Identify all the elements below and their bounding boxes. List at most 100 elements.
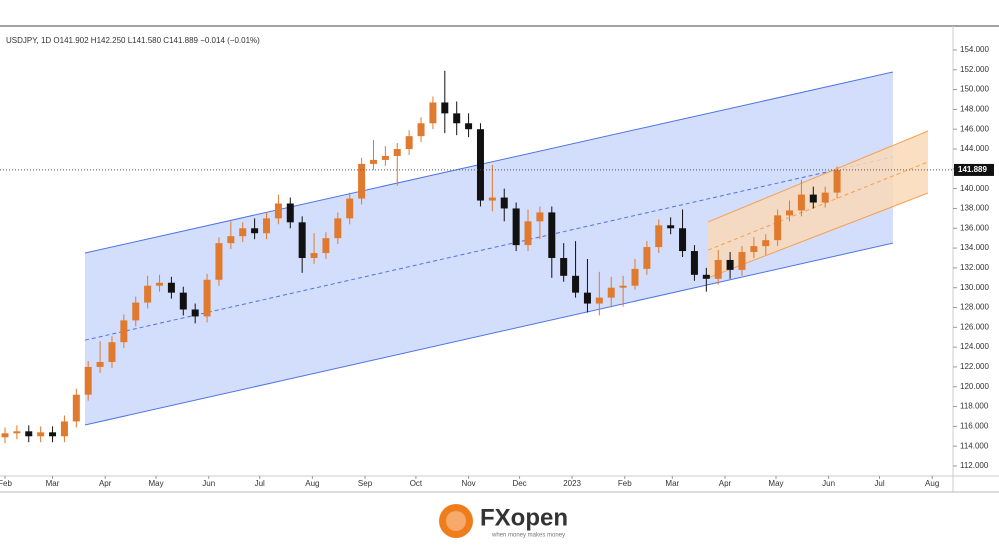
candle-body bbox=[655, 225, 663, 248]
candle-body bbox=[786, 210, 794, 216]
x-tick-label: Nov bbox=[461, 479, 475, 488]
candle-body bbox=[381, 155, 389, 160]
candle-body bbox=[548, 212, 556, 258]
candle-body bbox=[441, 102, 449, 114]
logo-icon-inner bbox=[446, 511, 466, 531]
candle-body bbox=[714, 259, 722, 279]
candle-body bbox=[286, 203, 294, 223]
candle-body bbox=[263, 218, 271, 234]
x-tick-label: Apr bbox=[719, 479, 732, 488]
candle-body bbox=[239, 228, 247, 237]
y-tick-label: 140.000 bbox=[960, 184, 989, 193]
candle-body bbox=[738, 252, 746, 270]
candle-body bbox=[690, 251, 698, 275]
candle-body bbox=[298, 222, 306, 258]
candle-body bbox=[60, 421, 68, 437]
x-tick-label: May bbox=[149, 479, 164, 488]
logo-icon bbox=[439, 504, 473, 538]
candle-body bbox=[797, 194, 805, 211]
x-tick-label: Jul bbox=[874, 479, 884, 488]
candle-body bbox=[643, 247, 651, 269]
candle-body bbox=[583, 292, 591, 304]
logo-tagline: when money makes money bbox=[491, 533, 565, 539]
candle-body bbox=[524, 221, 532, 246]
x-tick-label: Feb bbox=[0, 479, 12, 488]
y-tick-label: 120.000 bbox=[960, 382, 989, 391]
candle-body bbox=[750, 246, 758, 253]
y-tick-label: 152.000 bbox=[960, 65, 989, 74]
candle-body bbox=[821, 192, 829, 203]
candle-body bbox=[405, 136, 413, 150]
last-price-box bbox=[954, 163, 994, 176]
candle-body bbox=[191, 309, 199, 317]
candle-body bbox=[167, 282, 175, 293]
y-tick-label: 122.000 bbox=[960, 362, 989, 371]
candle-body bbox=[429, 102, 437, 124]
plot-area: 112.000 114.000 116.000 118.000 120.000 122.0… bbox=[0, 45, 994, 488]
candle-body bbox=[726, 259, 734, 270]
candle-body bbox=[488, 197, 496, 201]
channel-upper bbox=[84, 71, 894, 254]
y-tick-label: 112.000 bbox=[960, 461, 989, 470]
y-tick-label: 118.000 bbox=[960, 402, 989, 411]
candle-body bbox=[833, 169, 841, 193]
x-tick-label: Oct bbox=[410, 479, 423, 488]
x-tick-label: Mar bbox=[46, 479, 60, 488]
y-tick-label: 138.000 bbox=[960, 204, 989, 213]
y-tick-label: 132.000 bbox=[960, 263, 989, 272]
channel-mid bbox=[84, 156, 894, 341]
candle-body bbox=[215, 243, 223, 280]
x-tick-label: Jul bbox=[255, 479, 265, 488]
candle-body bbox=[512, 208, 520, 246]
x-tick-label: Dec bbox=[512, 479, 526, 488]
candle-body bbox=[572, 275, 580, 293]
symbol-header: USDJPY, 1D O141.902 H142.250 L141.580 C1… bbox=[6, 36, 260, 45]
channel-mid bbox=[707, 161, 929, 251]
y-tick-label: 144.000 bbox=[960, 144, 989, 153]
candle-body bbox=[144, 285, 152, 303]
candle-body bbox=[120, 320, 128, 343]
candle-body bbox=[179, 292, 187, 310]
x-tick-label: Apr bbox=[99, 479, 112, 488]
candle-body bbox=[203, 279, 211, 317]
candle-body bbox=[274, 203, 282, 219]
candle-body bbox=[37, 432, 45, 437]
candle-body bbox=[631, 268, 639, 286]
y-tick-label: 124.000 bbox=[960, 342, 989, 351]
candle-body bbox=[108, 342, 116, 362]
x-tick-label: Aug bbox=[305, 479, 319, 488]
candle-body bbox=[156, 282, 164, 286]
candle-body bbox=[369, 159, 377, 164]
candle-body bbox=[227, 236, 235, 244]
x-tick-label: Mar bbox=[665, 479, 679, 488]
candle-body bbox=[762, 240, 770, 247]
x-tick-label: Sep bbox=[358, 479, 373, 488]
y-tick-label: 116.000 bbox=[960, 421, 989, 430]
last-price-label: 141.889 bbox=[958, 165, 987, 174]
candle-body bbox=[72, 394, 80, 422]
candle-body bbox=[500, 197, 508, 209]
y-tick-label: 126.000 bbox=[960, 322, 989, 331]
candle-body bbox=[132, 302, 140, 321]
candle-body bbox=[346, 198, 354, 219]
candle-body bbox=[49, 432, 57, 437]
candle-body bbox=[310, 253, 318, 258]
candle-body bbox=[322, 238, 330, 254]
y-tick-label: 134.000 bbox=[960, 243, 989, 252]
y-tick-label: 136.000 bbox=[960, 223, 989, 232]
candle-body bbox=[607, 287, 615, 298]
candle-body bbox=[13, 431, 21, 434]
logo-brand: FXopen bbox=[480, 504, 568, 531]
channel-upper bbox=[707, 130, 929, 223]
candle-body bbox=[809, 194, 817, 203]
x-tick-label: Jun bbox=[822, 479, 835, 488]
candle-body bbox=[25, 431, 33, 437]
candle-body bbox=[560, 257, 568, 276]
candle-body bbox=[774, 215, 782, 241]
x-tick-label: Jun bbox=[202, 479, 215, 488]
candle-body bbox=[465, 123, 473, 130]
channel-lower bbox=[84, 242, 894, 426]
candle-body bbox=[702, 274, 710, 279]
y-tick-label: 154.000 bbox=[960, 45, 989, 54]
